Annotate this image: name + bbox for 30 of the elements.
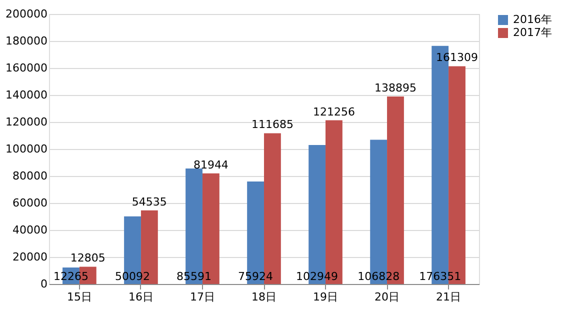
data-label: 102949 [296,270,338,283]
x-tick-label: 21日 [436,290,462,304]
y-tick-label: 80000 [12,170,48,182]
data-label: 176351 [419,270,462,283]
data-label: 81944 [193,158,228,172]
data-label: 12805 [70,252,106,265]
y-tick-label: 200000 [6,8,48,20]
y-tick-label: 20000 [12,250,48,264]
legend-label: 2017年 [513,26,552,39]
y-tick-label: 120000 [6,116,48,128]
x-tick-label: 18日 [252,290,276,304]
y-tick-label: 40000 [12,224,48,236]
x-tick-label: 15日 [66,290,92,304]
data-label: 106828 [358,270,400,283]
data-label: 111685 [251,118,294,132]
x-tick-label: 19日 [313,290,338,304]
y-tick-label: 0 [40,278,48,290]
data-label: 138895 [374,81,416,94]
x-tick-label: 16日 [128,290,154,304]
data-label: 75924 [238,270,274,283]
y-tick-label: 140000 [6,88,48,102]
y-tick-label: 160000 [6,62,48,74]
data-label: 121256 [312,105,355,118]
x-tick-label: 20日 [374,290,400,304]
x-tick-label: 17日 [190,290,215,304]
y-tick-label: 60000 [12,196,48,210]
y-tick-label: 180000 [6,34,48,48]
data-label: 54535 [132,195,167,208]
y-tick-label: 100000 [6,142,48,156]
legend-label: 2016年 [513,13,552,26]
